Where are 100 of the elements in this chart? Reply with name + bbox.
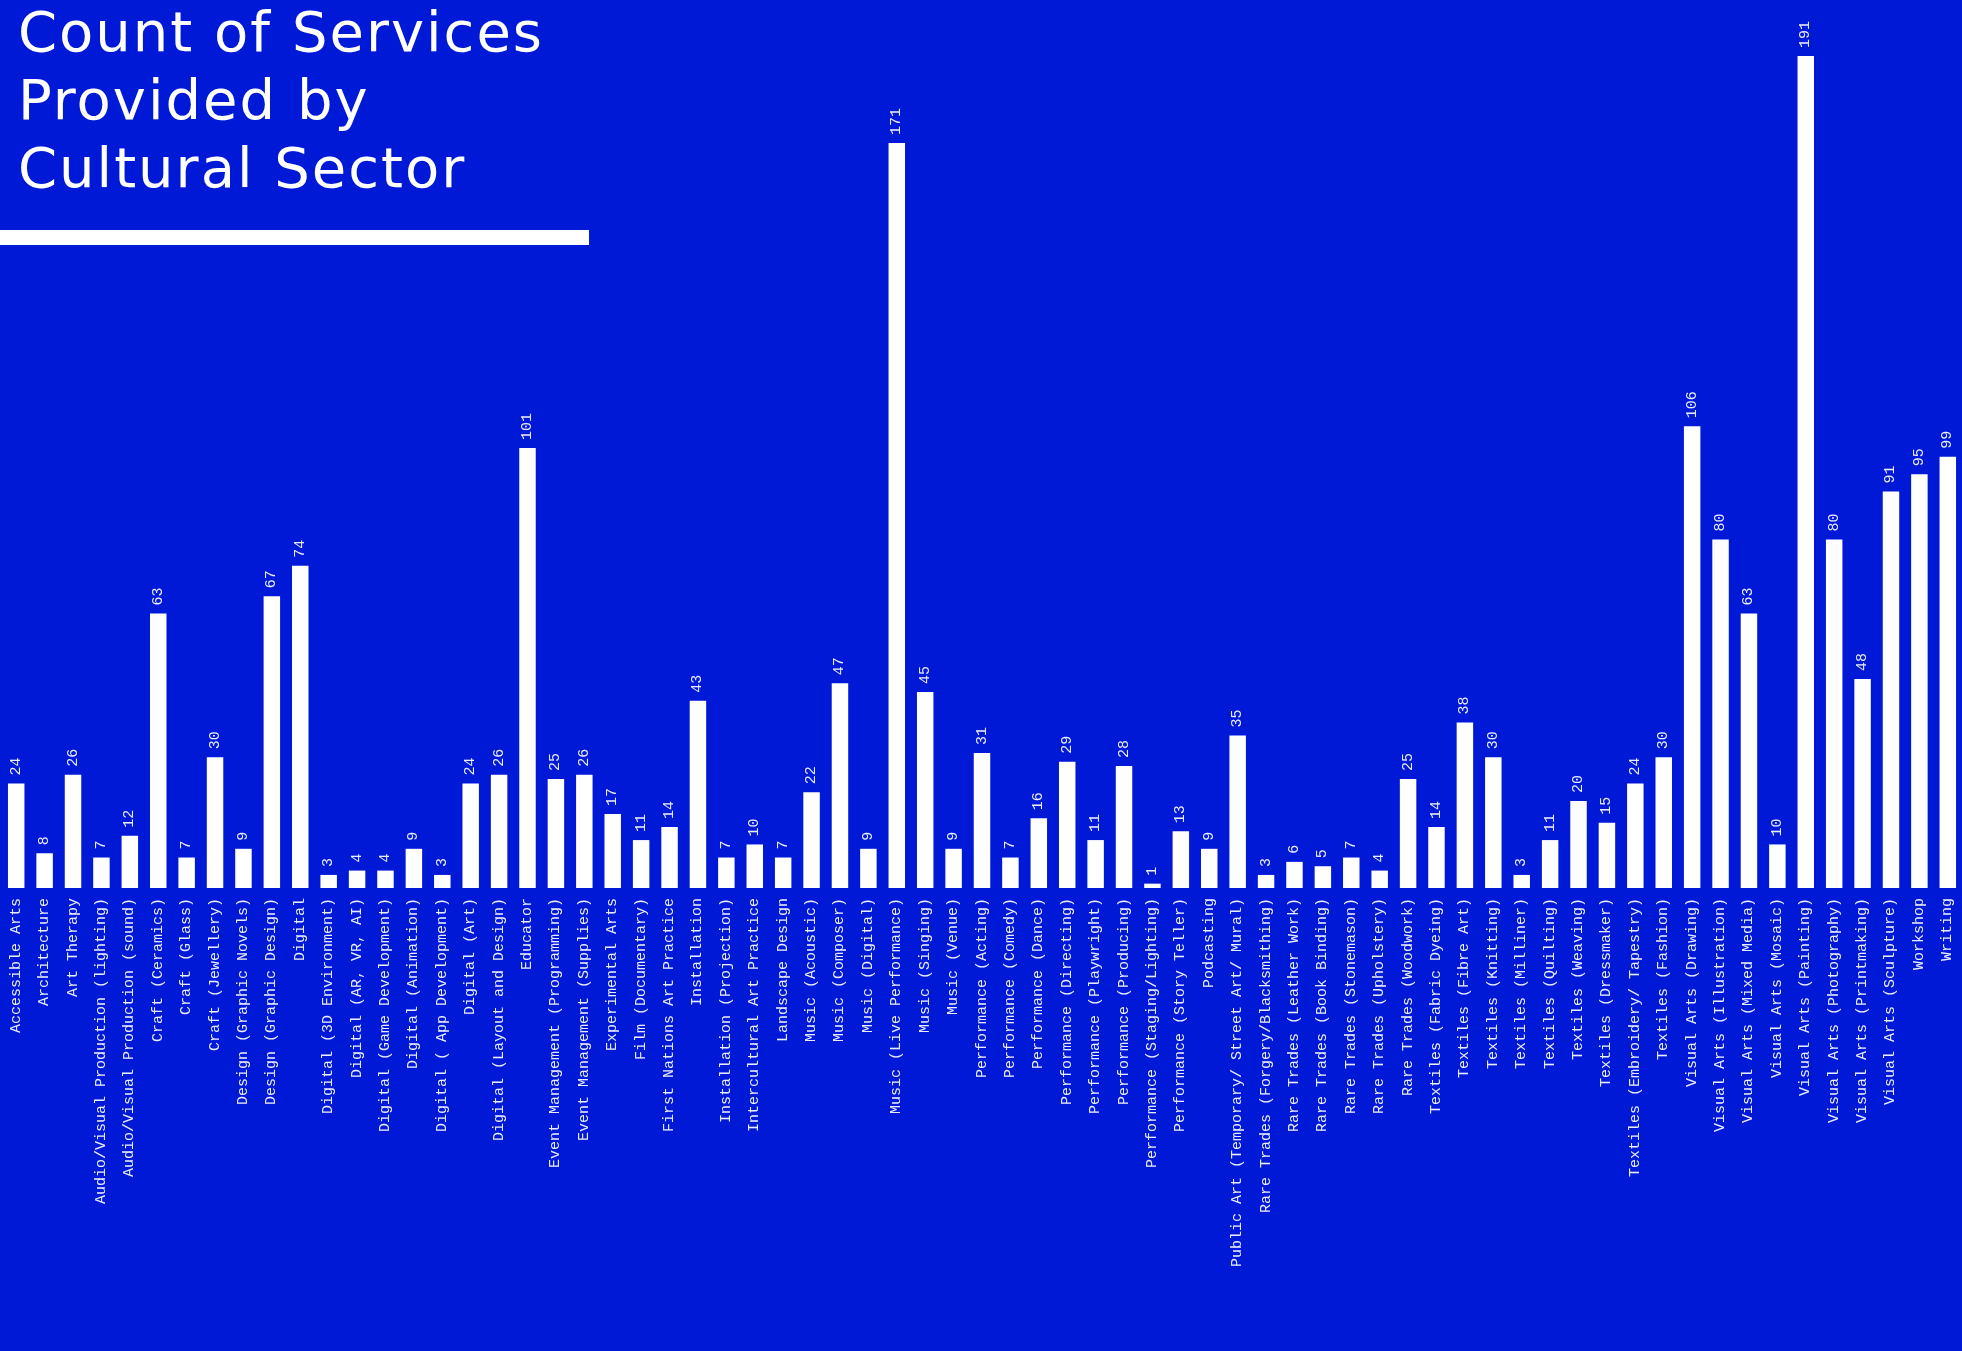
data-label: 3 [320, 857, 338, 867]
data-label: 43 [689, 674, 707, 693]
x-tick-label: Textiles (Fibre Art) [1456, 898, 1474, 1079]
bar [547, 779, 565, 888]
data-label: 29 [1058, 735, 1076, 754]
data-label: 11 [1087, 814, 1105, 833]
bar [1485, 757, 1502, 888]
data-label: 28 [1115, 740, 1133, 759]
x-tick-label: Workshop [1910, 898, 1928, 971]
bar [263, 596, 281, 888]
data-label: 80 [1712, 513, 1730, 532]
x-tick-label: Textiles (Knitting) [1484, 898, 1502, 1070]
bar [348, 870, 366, 888]
data-label: 63 [1740, 587, 1758, 606]
data-label: 3 [1257, 857, 1275, 867]
bar [178, 857, 195, 888]
bar [803, 792, 820, 888]
bar [689, 700, 707, 888]
bar [1115, 766, 1133, 888]
bar [1087, 840, 1104, 888]
bar [1428, 827, 1445, 888]
x-tick-label: Performance (Dance) [1030, 898, 1048, 1070]
bar [1399, 779, 1417, 888]
x-tick-label: Public Art (Temporary/ Street Art/ Mural) [1229, 898, 1247, 1268]
data-label: 26 [575, 748, 593, 767]
bar [632, 840, 650, 888]
bar [774, 857, 792, 888]
data-label: 16 [1030, 792, 1048, 811]
bar [1286, 861, 1303, 888]
data-label: 8 [36, 836, 54, 846]
bar [746, 844, 763, 888]
x-tick-label: Textiles (Fabric Dyeing) [1427, 898, 1445, 1115]
data-label: 80 [1825, 513, 1843, 532]
data-label: 13 [1172, 805, 1190, 824]
bar [1655, 757, 1672, 888]
data-label: 30 [1655, 731, 1673, 750]
x-tick-label: Intercultural Art Practice [746, 898, 764, 1133]
bar [1456, 722, 1474, 888]
data-label: 12 [121, 809, 139, 828]
bar [490, 774, 508, 888]
data-label: 7 [1001, 840, 1019, 850]
data-label: 25 [1399, 753, 1417, 772]
x-tick-label: Installation [689, 898, 707, 1007]
bar [1825, 539, 1843, 888]
bar [1712, 539, 1729, 888]
x-tick-label: Music (Singing) [916, 898, 934, 1034]
data-label: 74 [291, 539, 309, 558]
data-label: 26 [64, 748, 82, 767]
x-tick-label: Textiles (Milliner) [1513, 898, 1531, 1070]
x-tick-label: Digital (Game Development) [376, 898, 394, 1133]
bar [1541, 840, 1559, 888]
data-label: 10 [746, 818, 764, 837]
bar [1882, 491, 1900, 888]
bar [1002, 857, 1019, 888]
bar [1172, 831, 1190, 888]
x-tick-label: Digital [291, 898, 309, 962]
x-tick-label: Visual Arts (Mixed Media) [1740, 898, 1758, 1124]
x-tick-label: Visual Arts (Mosaic) [1768, 898, 1786, 1079]
bar [1598, 822, 1616, 888]
data-label: 6 [1285, 844, 1303, 854]
x-tick-label: Writing [1939, 898, 1957, 962]
data-label: 26 [490, 748, 508, 767]
x-tick-label: Music (Acoustic) [803, 898, 821, 1043]
data-label: 22 [803, 766, 821, 785]
bar [434, 874, 451, 888]
data-label: 9 [405, 831, 423, 841]
data-label: 24 [462, 757, 480, 776]
data-label: 9 [859, 831, 877, 841]
data-label: 95 [1910, 448, 1928, 467]
data-label: 11 [1541, 814, 1559, 833]
data-label: 7 [178, 840, 196, 850]
x-tick-label: Rare Trades (Upholstery) [1371, 898, 1389, 1115]
data-label: 15 [1598, 796, 1616, 815]
x-tick-label: Rare Trades (Leather Work) [1285, 898, 1303, 1133]
bar [149, 613, 167, 888]
x-tick-label: Rare Trades (Woodwork) [1399, 898, 1417, 1097]
x-tick-label: Craft (Glass) [178, 898, 196, 1016]
data-label: 99 [1939, 430, 1957, 449]
bar [320, 874, 337, 888]
data-label: 5 [1314, 849, 1332, 859]
x-tick-label: Digital ( App Development) [433, 898, 451, 1133]
data-label: 4 [376, 853, 394, 863]
x-tick-label: Installation (Projection) [717, 898, 735, 1124]
bar [1343, 857, 1360, 888]
bar [1769, 844, 1786, 888]
bar [1513, 874, 1530, 888]
bar [1058, 761, 1076, 888]
data-label: 30 [206, 731, 224, 750]
data-label: 10 [1768, 818, 1786, 837]
bar [576, 774, 593, 888]
data-label: 4 [1371, 853, 1389, 863]
x-tick-label: Rare Trades (Forgery/Blacksmithing) [1257, 898, 1275, 1214]
bar [604, 813, 621, 888]
x-tick-label: Event Management (Supplies) [575, 898, 593, 1142]
bar [121, 835, 139, 888]
x-tick-label: Music (Digital) [859, 898, 877, 1034]
data-label: 9 [234, 831, 252, 841]
x-tick-label: Performance (Acting) [973, 898, 991, 1079]
data-label: 7 [774, 840, 792, 850]
x-tick-label: Music (Live Performance) [888, 898, 906, 1115]
